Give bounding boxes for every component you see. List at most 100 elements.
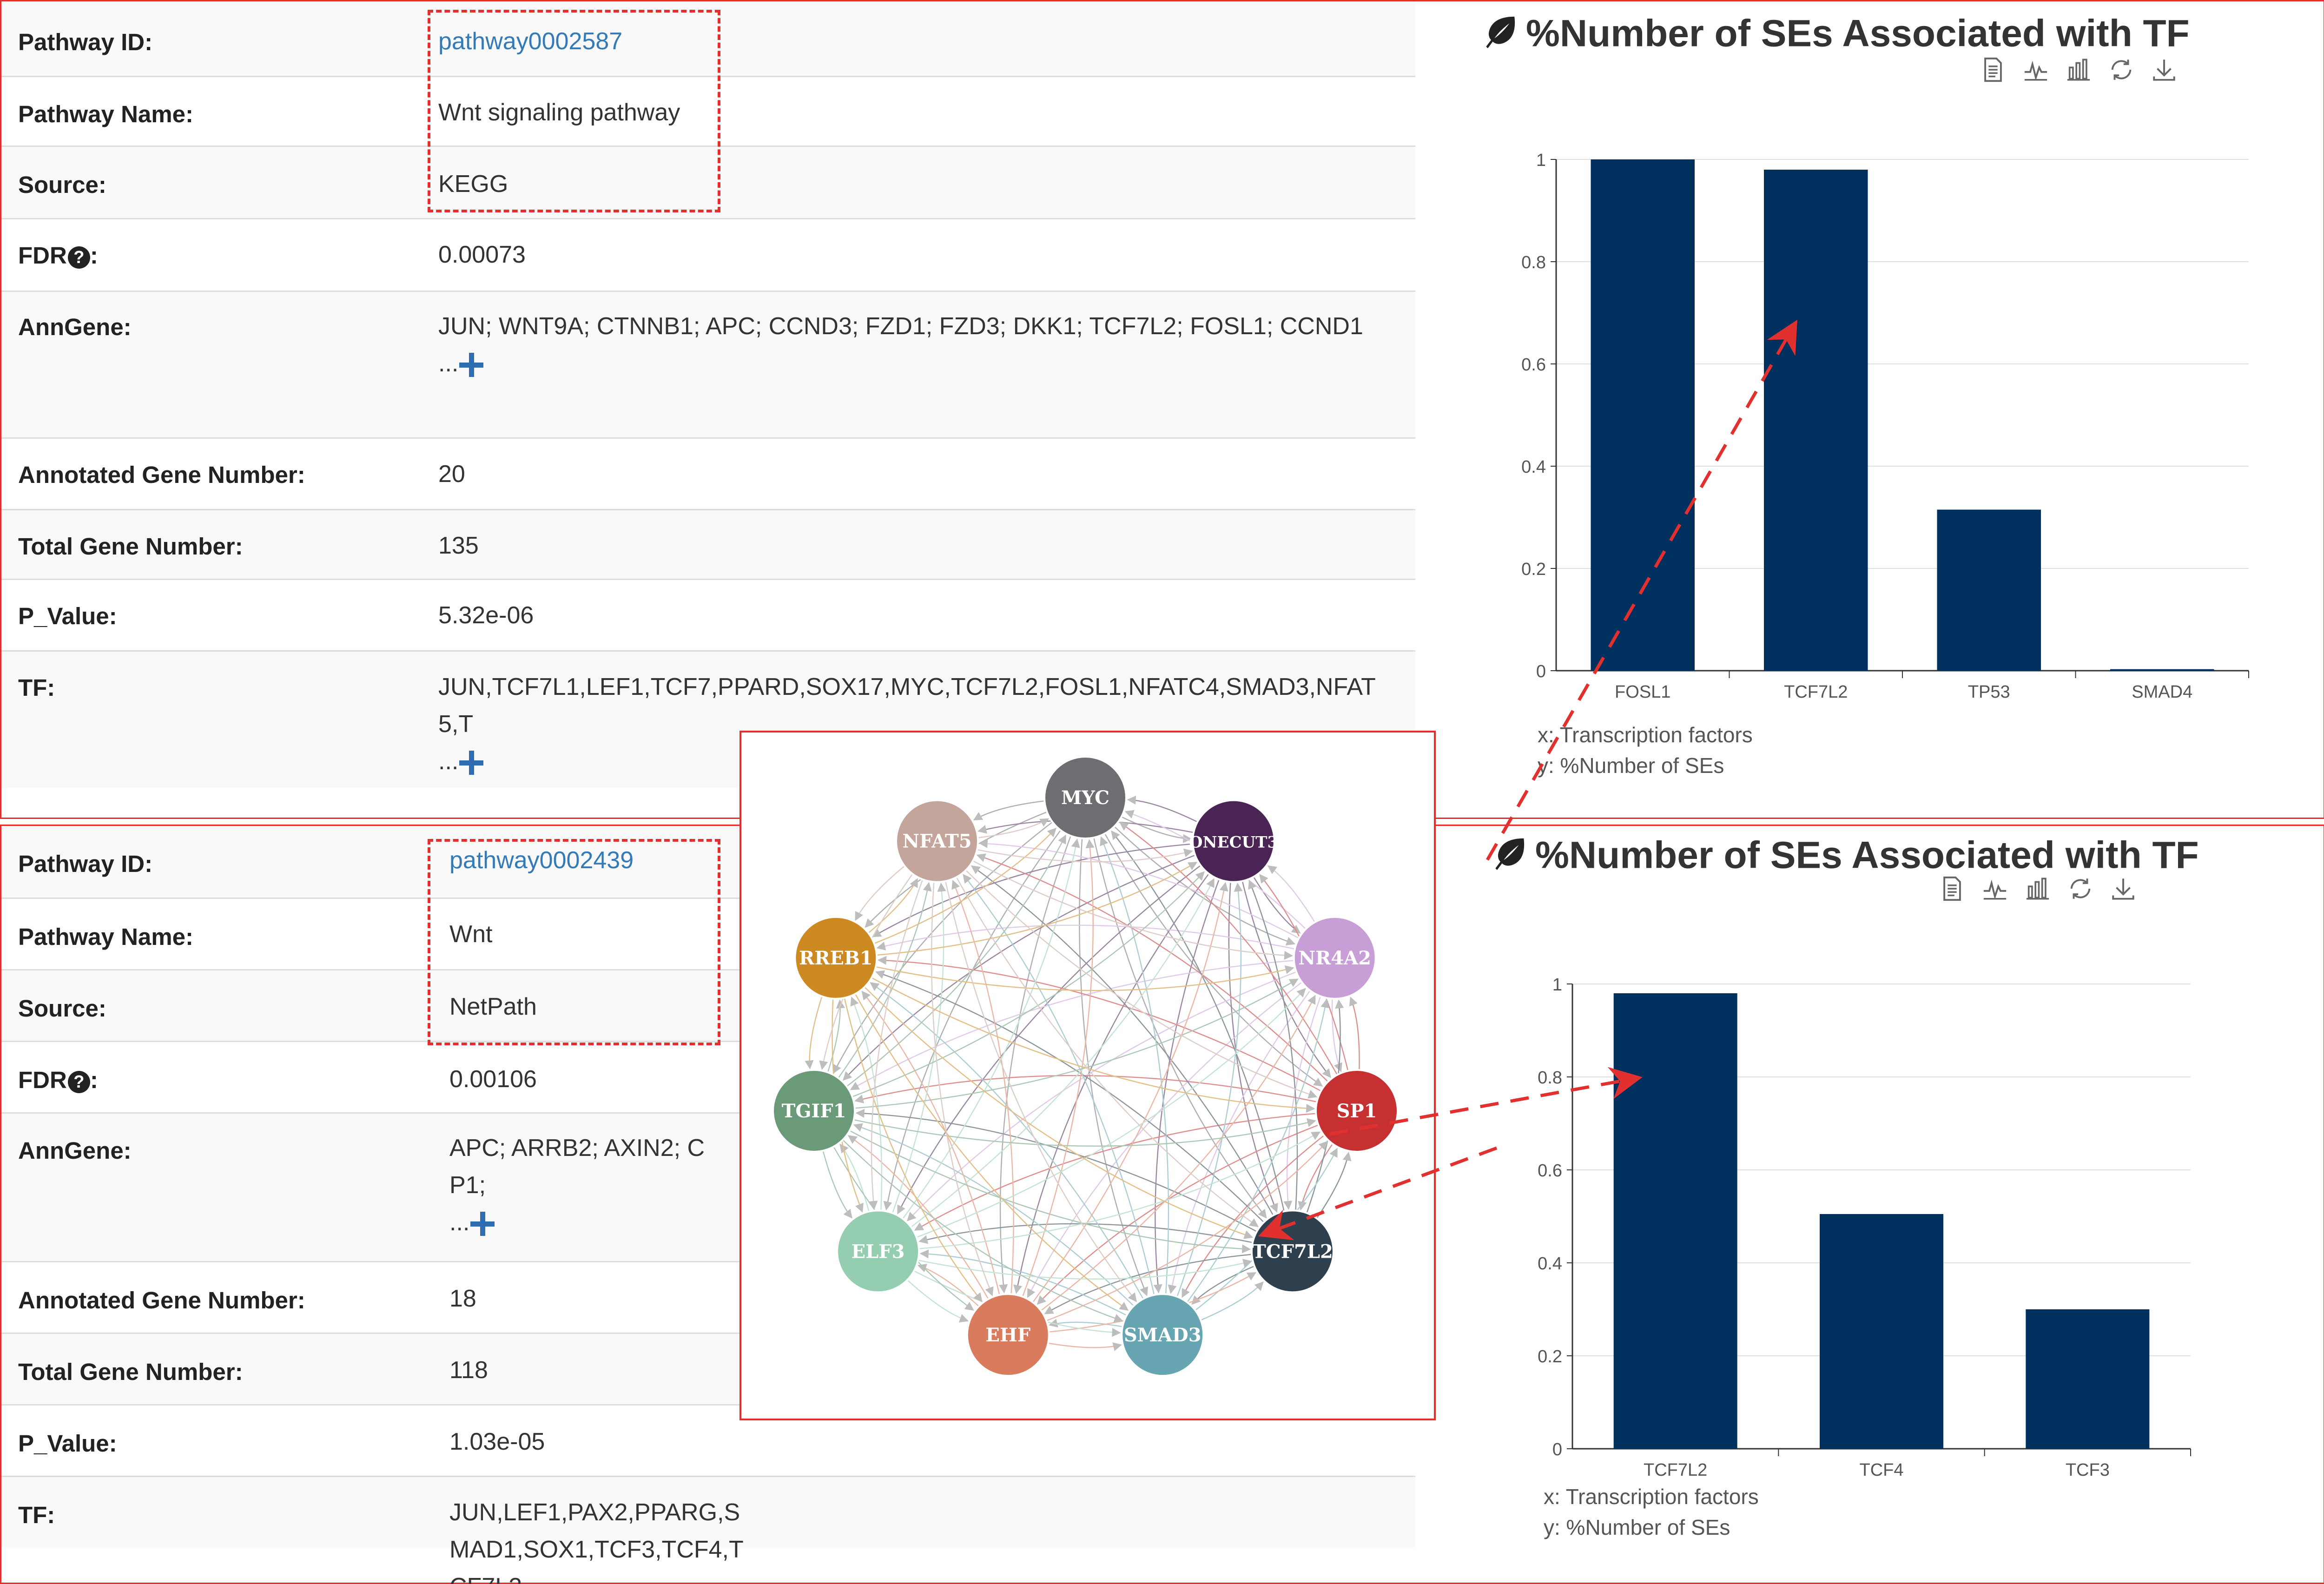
help-question-icon[interactable]: ? [67, 1070, 90, 1093]
bar [2110, 669, 2214, 671]
field-label-text: P_Value: [18, 603, 117, 629]
expand-more[interactable]: ... [438, 350, 484, 377]
field-label: Pathway ID: [18, 850, 152, 878]
pathway-id-link[interactable]: pathway0002587 [438, 28, 623, 55]
node-circle [895, 799, 979, 883]
field-label-text: FDR [18, 242, 67, 269]
network-node[interactable]: SP1 [1314, 1069, 1399, 1153]
data-view-icon[interactable] [1939, 875, 1966, 902]
network-edge [976, 853, 1357, 1111]
field-value: 0.00106 [449, 1061, 756, 1098]
field-label-text: AnnGene: [18, 314, 132, 340]
network-edge [971, 865, 1293, 1252]
tf-network-graph: MYC ONECUT3 NR4A2 SP1 TCF7L2 SMAD3 EHF ELF3 TGIF… [772, 756, 1399, 1377]
field-value: pathway0002439 [449, 842, 756, 879]
field-value-text: JUN,TCF7L1,LEF1,TCF7,PPARD,SOX17,MYC,TCF… [438, 673, 1376, 738]
field-value-text: JUN,LEF1,PAX2,PPARG,SMAD1,SOX1,TCF3,TCF4… [449, 1499, 744, 1584]
y-tick-label: 0.2 [1521, 560, 1546, 579]
field-label: FDR?: [18, 1066, 98, 1094]
network-edge [835, 957, 1129, 1311]
network-node[interactable]: TCF7L2 [1250, 1209, 1334, 1294]
plus-icon[interactable] [459, 353, 484, 377]
bar-chart-icon[interactable] [2024, 875, 2051, 902]
field-value: 5.32e-06 [438, 597, 1386, 634]
network-edge [869, 841, 938, 1210]
network-edge [842, 840, 1234, 1081]
network-edge [835, 957, 983, 1302]
y-tick-label: 0.6 [1521, 355, 1546, 375]
network-edge [854, 1075, 1357, 1112]
field-value: 0.00073 [438, 236, 1386, 273]
network-node[interactable]: EHF [966, 1293, 1050, 1377]
node-label: NFAT5 [902, 831, 971, 852]
pathway-panel-top: Pathway ID: pathway0002587 Pathway Name: Wn… [0, 0, 2324, 819]
network-edge [850, 957, 1335, 1090]
network-node[interactable]: ELF3 [836, 1209, 920, 1294]
help-question-icon[interactable]: ? [67, 246, 90, 269]
plus-icon[interactable] [470, 1212, 495, 1236]
network-node[interactable]: NR4A2 [1293, 916, 1377, 1000]
network-edge [951, 879, 1014, 1335]
y-tick-label: 0.4 [1538, 1254, 1562, 1274]
node-label: TCF7L2 [1252, 1241, 1333, 1262]
network-edge [1228, 841, 1278, 1213]
field-value-text: APC; ARRB2; AXIN2; C [449, 1135, 705, 1162]
y-tick-label: 0.2 [1538, 1347, 1562, 1366]
field-value-text: Wnt [449, 921, 493, 948]
y-tick-label: 0 [1552, 1440, 1562, 1459]
network-edge [813, 1110, 1251, 1254]
network-node[interactable]: SMAD3 [1121, 1293, 1205, 1377]
network-node[interactable]: ONECUT3 [1189, 799, 1278, 883]
pathway-id-link[interactable]: pathway0002439 [449, 847, 634, 874]
network-edge [1037, 1110, 1357, 1305]
network-edge [813, 1110, 1123, 1323]
line-chart-icon[interactable] [1981, 875, 2008, 902]
network-edge [1162, 882, 1243, 1335]
field-label: Pathway ID: [18, 28, 152, 56]
field-label-text: Total Gene Number: [18, 533, 243, 560]
expand-more[interactable]: ... [449, 1209, 495, 1236]
ellipsis-text: ... [449, 1209, 470, 1236]
restore-icon[interactable] [2067, 875, 2094, 902]
network-node[interactable]: TGIF1 [772, 1069, 856, 1153]
save-image-icon[interactable] [2110, 875, 2137, 902]
x-tick-label: TCF7L2 [1784, 682, 1848, 702]
x-tick-label: TCF4 [1860, 1460, 1904, 1480]
expand-more[interactable]: ... [438, 748, 484, 775]
network-edge [853, 1123, 1163, 1335]
field-label-text: Source: [18, 172, 106, 198]
field-value-text: 135 [438, 532, 479, 559]
plus-icon[interactable] [459, 751, 484, 775]
line-chart-icon[interactable] [2022, 56, 2049, 83]
field-label: TF: [18, 674, 55, 701]
network-edge [1007, 882, 1228, 1335]
node-circle [1293, 916, 1377, 1000]
field-value: pathway0002587 [438, 23, 1386, 60]
network-node[interactable]: NFAT5 [895, 799, 979, 883]
data-view-icon[interactable] [1980, 56, 2007, 83]
restore-icon[interactable] [2108, 56, 2135, 83]
network-node[interactable]: RREB1 [794, 916, 878, 1000]
network-edge [978, 839, 1335, 958]
node-circle [836, 1209, 920, 1294]
y-tick-label: 1 [1552, 975, 1562, 995]
network-edge [1008, 995, 1316, 1336]
bar [1613, 993, 1737, 1449]
chart-title: %Number of SEs Associated with TF [1479, 12, 2190, 61]
leaf-icon [1489, 833, 1529, 883]
field-label: FDR?: [18, 242, 98, 269]
network-edge [914, 1110, 1357, 1231]
network-node[interactable]: MYC [1043, 756, 1127, 839]
network-edge [936, 841, 1259, 1228]
network-edge [936, 841, 1137, 1302]
info-row: TF: JUN,LEF1,PAX2,PPARG,SMAD1,SOX1,TCF3,T… [1, 1476, 1415, 1584]
node-circle [1191, 799, 1275, 883]
field-value: NetPath [449, 988, 756, 1025]
bar-chart-icon[interactable] [2065, 56, 2092, 83]
network-edge [883, 797, 1086, 1211]
node-label: SP1 [1337, 1100, 1377, 1122]
network-edge [1153, 841, 1235, 1294]
field-value-text: 0.00106 [449, 1066, 537, 1093]
save-image-icon[interactable] [2151, 56, 2178, 83]
